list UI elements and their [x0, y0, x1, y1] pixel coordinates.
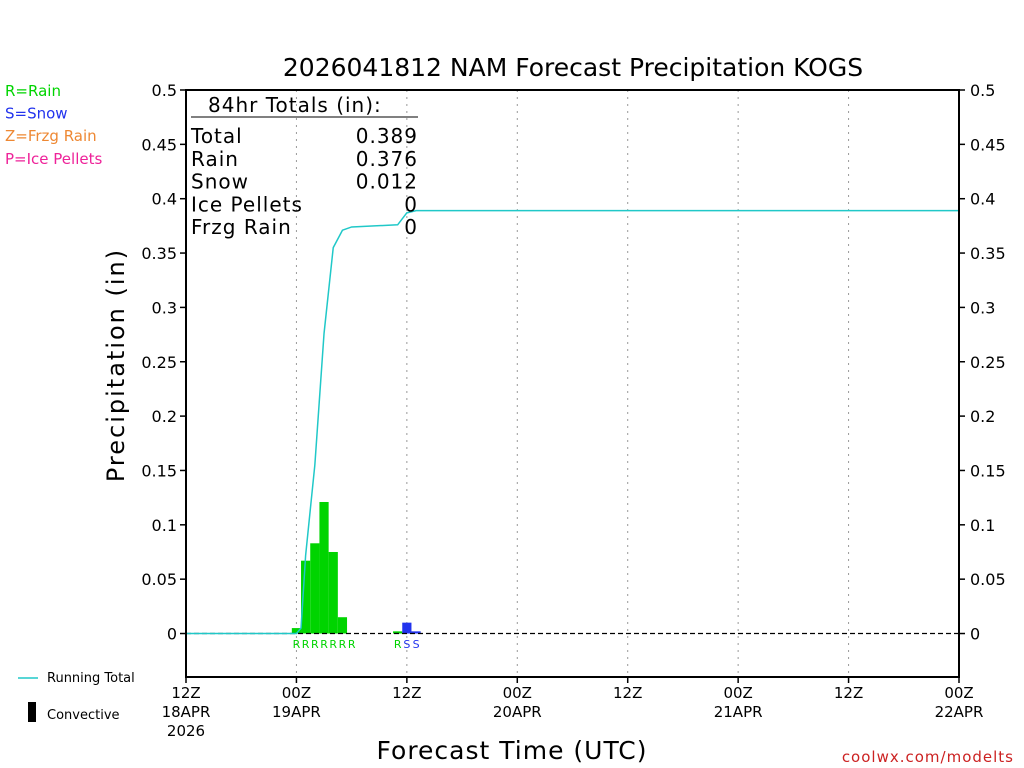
x-tick-label-5-1: 21APR [714, 703, 763, 721]
y-tick-label-right-9: 0.45 [970, 135, 1006, 154]
precip-bar-1 [301, 560, 311, 634]
y-tick-label-left-9: 0.45 [141, 135, 177, 154]
precip-bar-6 [393, 631, 403, 634]
y-tick-label-left-4: 0.2 [152, 407, 177, 426]
x-tick-label-2-0: 12Z [392, 684, 421, 702]
running-total-line [186, 209, 959, 635]
ptype-legend-item-0: R=Rain [5, 82, 61, 100]
totals-label-0: Total [190, 124, 243, 148]
x-axis-label: Forecast Time (UTC) [377, 736, 648, 765]
ptype-legend-item-3: P=Ice Pellets [5, 150, 102, 168]
y-tick-label-right-1: 0.05 [970, 570, 1006, 589]
y-tick-label-left-8: 0.4 [152, 190, 177, 209]
precip-bar-7 [402, 622, 412, 634]
y-axis-ticks: 0 00.05 0.050.1 0.10.15 0.150.2 0.20.25 0.250.… [141, 81, 1005, 644]
running-total-legend-label: Running Total [47, 671, 135, 686]
totals-label-4: Frzg Rain [191, 215, 292, 239]
ptype-marker-5: R [339, 638, 347, 651]
totals-box: 84hr Totals (in): Total 0.389 Rain 0.376 Sno… [190, 93, 418, 239]
ptype-marker-8: S [403, 638, 410, 651]
convective-legend-label: Convective [47, 708, 120, 723]
x-tick-label-3-0: 00Z [503, 684, 532, 702]
ptype-marker-6: R [348, 638, 356, 651]
x-tick-label-0-0: 12Z [171, 684, 200, 702]
y-tick-label-left-2: 0.1 [152, 516, 177, 535]
credit-text: coolwx.com/modelts [842, 748, 1014, 766]
precip-bar-3 [319, 501, 329, 634]
y-tick-label-left-1: 0.05 [141, 570, 177, 589]
y-tick-label-left-3: 0.15 [141, 461, 177, 480]
y-tick-label-right-8: 0.4 [970, 190, 995, 209]
bottom-legend: Running Total Convective [18, 671, 135, 723]
y-tick-label-right-4: 0.2 [970, 407, 995, 426]
ptype-legend-item-2: Z=Frzg Rain [5, 127, 97, 145]
y-tick-label-right-0: 0 [970, 625, 980, 644]
totals-value-3: 0 [404, 192, 418, 216]
precip-bars [291, 501, 421, 634]
totals-header: 84hr Totals (in): [208, 93, 382, 117]
ptype-marker-3: R [320, 638, 328, 651]
y-tick-label-left-0: 0 [167, 625, 177, 644]
ptype-legend-item-1: S=Snow [5, 105, 68, 123]
ptype-marker-9: S [413, 638, 420, 651]
x-tick-label-4-0: 12Z [613, 684, 642, 702]
y-tick-label-right-3: 0.15 [970, 461, 1006, 480]
totals-label-2: Snow [191, 170, 249, 194]
totals-value-1: 0.376 [356, 147, 418, 171]
x-tick-label-1-0: 00Z [282, 684, 311, 702]
x-tick-label-3-1: 20APR [493, 703, 542, 721]
y-tick-label-left-6: 0.3 [152, 298, 177, 317]
y-tick-label-right-5: 0.25 [970, 353, 1006, 372]
y-tick-label-left-10: 0.5 [152, 81, 177, 100]
ptype-marker-2: R [311, 638, 319, 651]
x-tick-label-0-1: 18APR [162, 703, 211, 721]
totals-value-2: 0.012 [356, 170, 418, 194]
chart-title: 2026041812 NAM Forecast Precipitation KO… [283, 53, 863, 82]
ptype-marker-1: R [302, 638, 310, 651]
totals-label-3: Ice Pellets [191, 192, 303, 216]
x-tick-label-0-2: 2026 [167, 722, 205, 740]
y-tick-label-right-10: 0.5 [970, 81, 995, 100]
precip-bar-4 [328, 551, 338, 634]
x-tick-label-7-1: 22APR [935, 703, 984, 721]
precip-bar-8 [411, 631, 421, 634]
x-tick-label-6-0: 12Z [834, 684, 863, 702]
totals-value-0: 0.389 [356, 124, 418, 148]
y-tick-label-right-6: 0.3 [970, 298, 995, 317]
precip-bar-0 [291, 628, 302, 634]
x-tick-label-1-1: 19APR [272, 703, 321, 721]
convective-legend-swatch [28, 702, 36, 722]
totals-label-1: Rain [191, 147, 239, 171]
plot-frame [185, 89, 960, 678]
ptype-legend: R=Rain S=Snow Z=Frzg Rain P=Ice Pellets [5, 82, 102, 168]
totals-value-4: 0 [404, 215, 418, 239]
y-tick-label-right-2: 0.1 [970, 516, 995, 535]
x-tick-label-7-0: 00Z [944, 684, 973, 702]
ptype-marker-7: R [394, 638, 402, 651]
ptype-marker-4: R [329, 638, 337, 651]
y-axis-label: Precipitation (in) [102, 248, 130, 482]
ptype-marker-0: R [293, 638, 301, 651]
precip-bar-5 [337, 617, 348, 634]
y-tick-label-left-5: 0.25 [141, 353, 177, 372]
precip-bar-2 [310, 543, 320, 634]
running-total-layer [186, 209, 959, 635]
x-tick-label-5-0: 00Z [723, 684, 752, 702]
y-tick-label-left-7: 0.35 [141, 244, 177, 263]
y-tick-label-right-7: 0.35 [970, 244, 1006, 263]
